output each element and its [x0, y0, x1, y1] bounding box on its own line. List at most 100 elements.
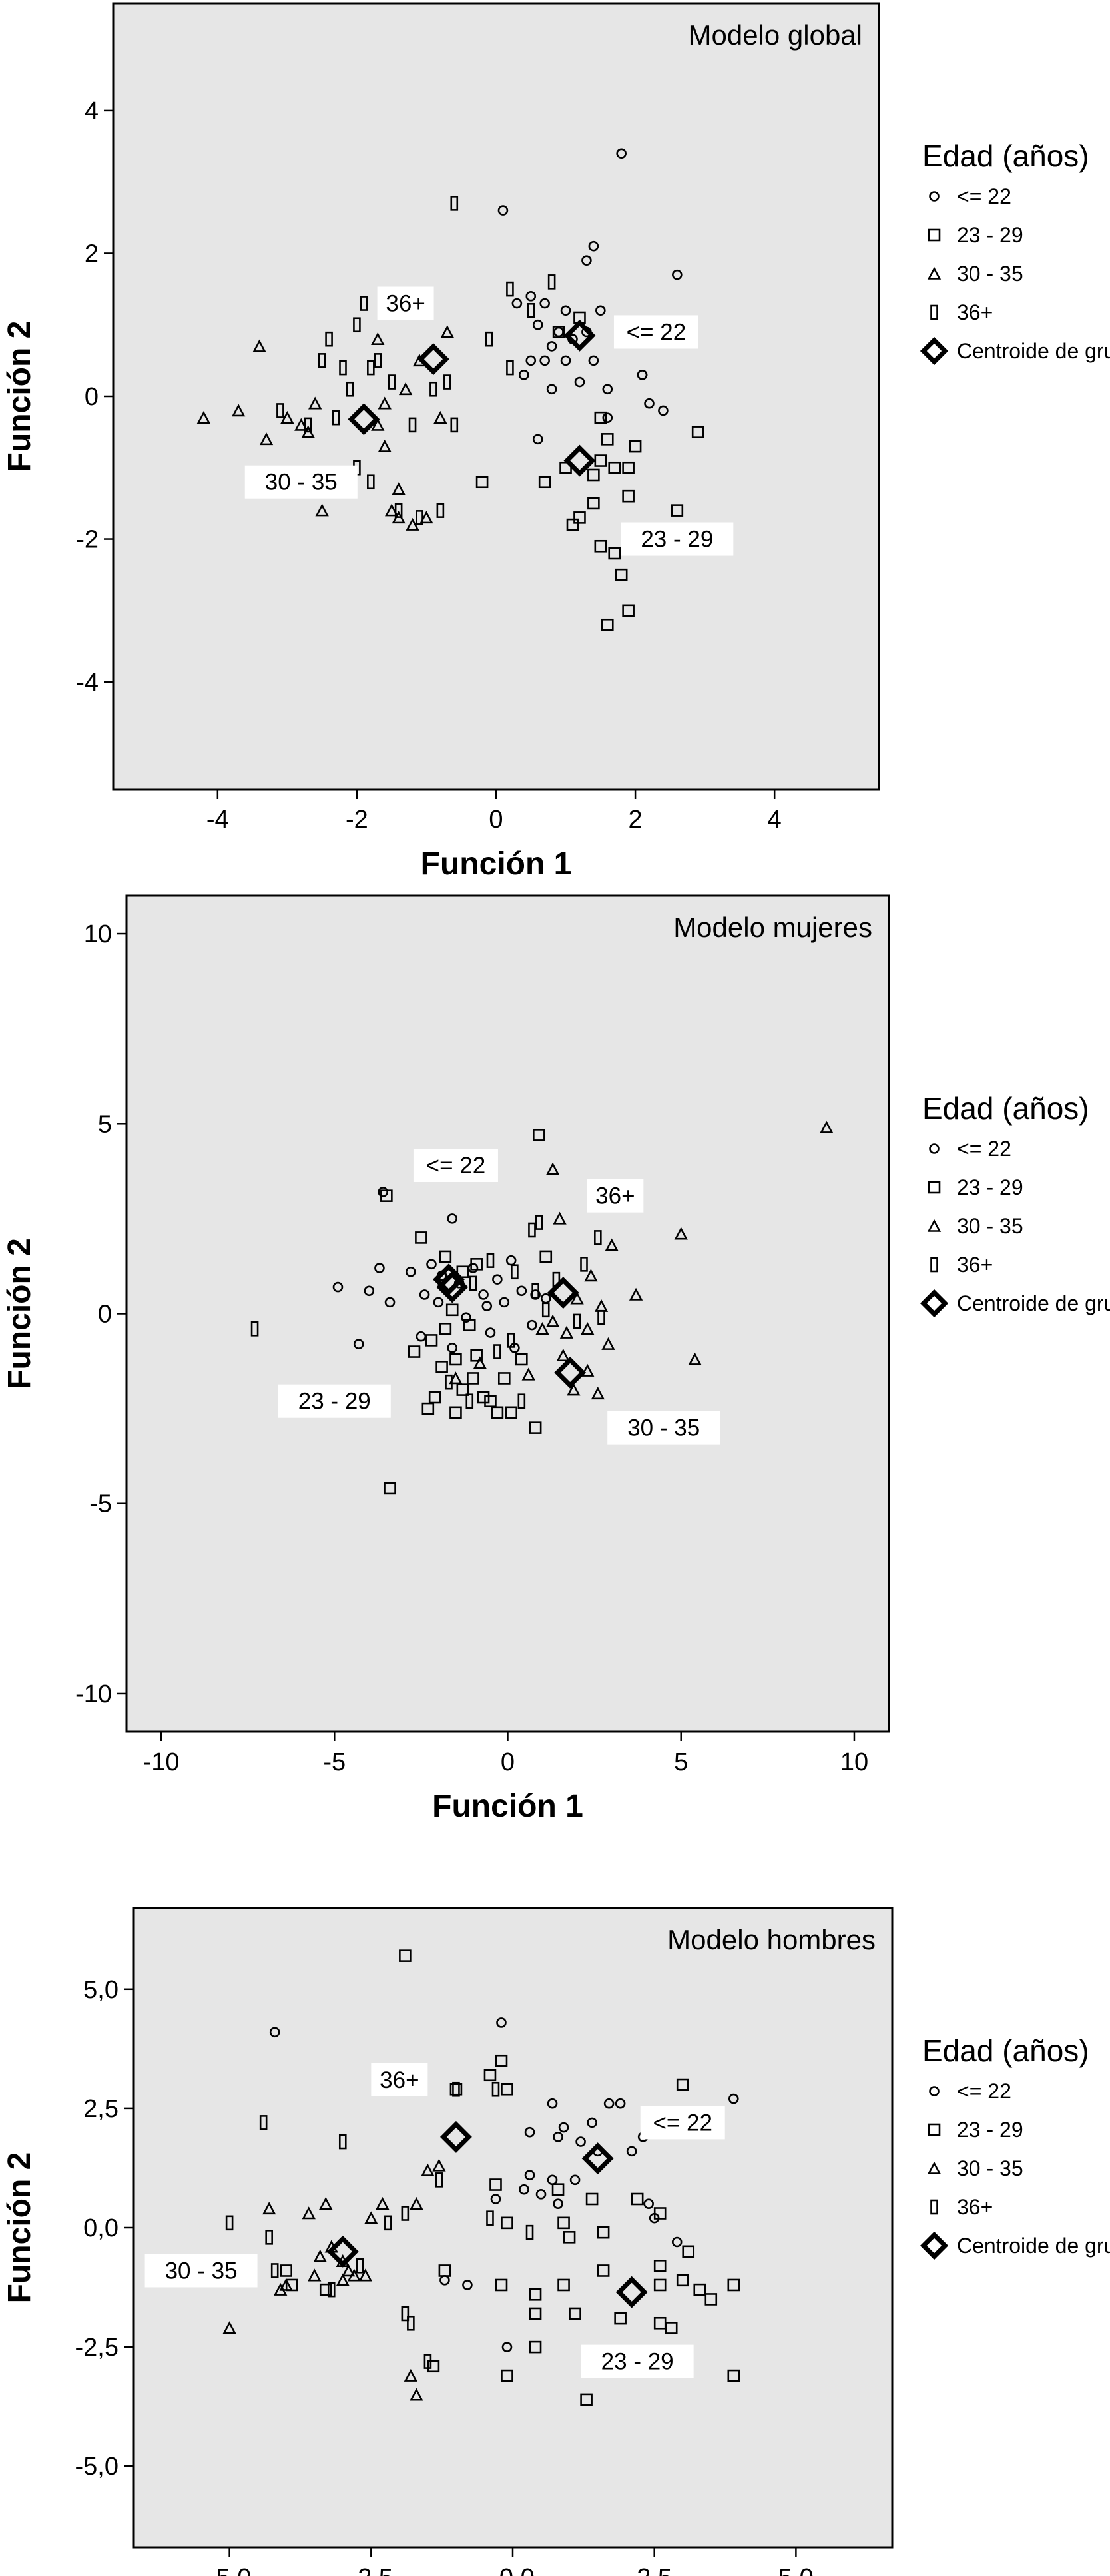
legend-marker-tall-rect: [930, 2199, 938, 2215]
data-point: [525, 355, 537, 366]
data-point: [439, 1250, 452, 1263]
panel-mujeres: -10 -5 0 5 10 -10 -5 0 5 10 Función 1 Función 2 Mode…: [2, 894, 1110, 1824]
data-point: [496, 2017, 507, 2028]
data-point: [222, 2321, 236, 2334]
data-point: [405, 1266, 416, 1277]
data-point: [399, 1949, 412, 1962]
legend-marker-circle: [929, 191, 940, 202]
group-label: 30 - 35: [244, 465, 358, 499]
data-point: [622, 461, 635, 474]
data-point: [435, 2172, 443, 2188]
data-point: [614, 2312, 627, 2325]
y-tick-label: 0,0: [83, 2214, 119, 2242]
data-point: [449, 1406, 462, 1419]
data-point: [608, 547, 621, 560]
data-point: [196, 410, 211, 424]
data-point: [569, 2174, 581, 2186]
legend-item-g36: 36+: [930, 2195, 993, 2219]
data-point: [588, 240, 599, 252]
data-point: [573, 1313, 581, 1329]
data-point: [658, 405, 669, 416]
data-point: [688, 1352, 702, 1365]
group-label-text: 30 - 35: [265, 470, 338, 495]
data-point: [406, 517, 419, 531]
data-point: [308, 2268, 322, 2282]
legend-label: <= 22: [957, 184, 1011, 208]
data-point: [505, 1406, 518, 1419]
legend-title: Edad (años): [922, 139, 1089, 173]
data-point: [653, 2260, 667, 2272]
data-point: [516, 1285, 527, 1297]
group-centroid: [439, 2120, 472, 2153]
data-point: [259, 432, 274, 446]
data-point: [672, 269, 683, 280]
group-centroid: [326, 2235, 359, 2268]
data-point: [440, 325, 454, 338]
data-point: [511, 1264, 519, 1280]
legend-marker-diamond: [920, 336, 949, 366]
data-point: [408, 1345, 421, 1358]
data-point: [360, 296, 368, 311]
y-tick-label: 2,5: [83, 2095, 119, 2123]
data-point: [470, 1258, 483, 1271]
data-point: [653, 2278, 667, 2292]
y-tick-label: -10: [75, 1680, 112, 1708]
data-point: [566, 518, 579, 531]
data-point: [501, 2342, 513, 2352]
y-tick-label: -2: [76, 526, 99, 554]
data-point: [529, 2288, 542, 2301]
data-point: [506, 360, 514, 376]
data-point: [563, 2231, 576, 2244]
data-point: [371, 332, 385, 345]
data-point: [489, 2178, 502, 2191]
data-point: [410, 2388, 423, 2401]
legend: Edad (años) <= 22 23 - 29 30 - 35 36+ Centroi…: [920, 2033, 1110, 2260]
group-label-box: [371, 2063, 428, 2096]
data-point: [319, 2196, 333, 2210]
series-le22: [497, 148, 683, 445]
group-label-box: [621, 522, 734, 556]
data-point: [597, 2264, 610, 2277]
legend-item-le22: <= 22: [929, 1137, 1011, 1161]
legend-item-centroid: Centroide de grupo: [920, 2231, 1110, 2260]
data-point: [594, 411, 607, 424]
data-point: [539, 298, 550, 309]
group-centroid: [547, 1277, 579, 1309]
data-point: [545, 1314, 560, 1327]
data-point: [450, 417, 459, 433]
data-point: [461, 1312, 471, 1323]
legend-label: 30 - 35: [957, 262, 1023, 286]
panel-title: Modelo hombres: [667, 1924, 876, 1955]
group-label-text: <= 22: [426, 1153, 486, 1179]
x-tick-label: -5: [323, 1748, 346, 1776]
data-point: [407, 2315, 415, 2331]
data-point: [547, 2098, 558, 2109]
data-point: [252, 339, 266, 352]
data-point: [473, 1356, 487, 1369]
data-point: [384, 1482, 396, 1495]
data-point: [501, 2369, 513, 2382]
x-tick-label: -10: [143, 1748, 180, 1776]
data-point: [450, 196, 459, 211]
legend: Edad (años) <= 22 23 - 29 30 - 35 36+ Centroi…: [920, 1091, 1110, 1318]
legend-label: <= 22: [957, 1137, 1011, 1161]
data-point: [392, 482, 406, 495]
data-point: [559, 1325, 574, 1339]
group-centroid: [615, 2276, 648, 2308]
y-tick-label: 5,0: [83, 1976, 119, 2004]
legend-marker-circle: [929, 1143, 940, 1154]
legend-label: 23 - 29: [957, 2118, 1023, 2142]
legend-marker-square: [928, 1181, 941, 1194]
x-tick-label: 0: [489, 806, 503, 834]
legend-title: Edad (años): [922, 1091, 1089, 1126]
data-point: [438, 2264, 451, 2277]
y-tick-label: 0: [98, 1301, 112, 1329]
data-point: [517, 1393, 526, 1409]
data-point: [467, 1372, 479, 1385]
data-point: [491, 2081, 500, 2097]
group-label-box: [640, 2106, 725, 2140]
group-label-box: [244, 465, 358, 499]
data-point: [374, 353, 382, 368]
data-point: [532, 319, 543, 330]
y-tick-label: 0: [85, 383, 99, 411]
